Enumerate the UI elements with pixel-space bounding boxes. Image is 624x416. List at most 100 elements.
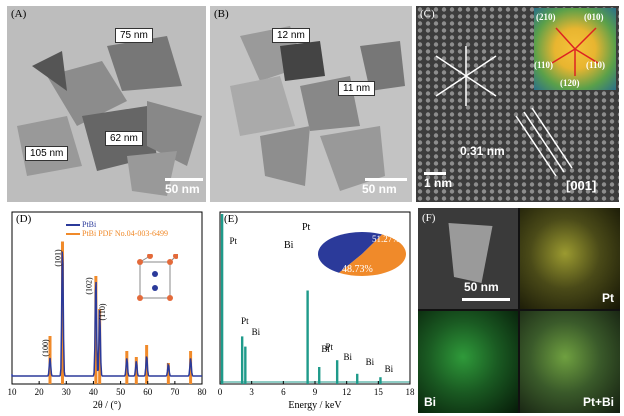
xrd-pdf-peak: [98, 309, 102, 384]
fft-label-110-left: (110): [534, 60, 553, 70]
pie-label-bi: Bi: [284, 240, 294, 251]
callout-105nm: 105 nm: [25, 146, 69, 161]
eds-peak: [244, 346, 247, 384]
eds-x-tick-label: 9: [313, 387, 318, 397]
xrd-pdf-peak: [134, 357, 138, 384]
eds-peak: [379, 377, 382, 384]
fft-label-210: (210): [536, 12, 556, 22]
panel-b-label: (B): [214, 8, 229, 20]
crystal-structure-icon: [134, 253, 179, 306]
pie-value-pt: 51.27%: [372, 234, 400, 244]
eds-peak: [356, 373, 359, 384]
xrd-legend-ptbi: PtBi: [82, 220, 97, 229]
panel-e-label: (E): [224, 213, 239, 225]
pie-slice: [317, 231, 382, 273]
xrd-x-tick-label: 20: [35, 387, 45, 397]
scale-bar-f: [462, 298, 510, 301]
scale-label-a: 50 nm: [165, 182, 200, 196]
map-label-pt-bi: Pt+Bi: [582, 395, 614, 409]
d-spacing-label: 0.31 nm: [460, 144, 505, 158]
xrd-legend-item-ptbi: PtBi: [66, 220, 168, 229]
tem-particles-b: [210, 6, 412, 202]
xrd-ptbi-line: [11, 251, 202, 377]
callout-11nm: 11 nm: [338, 81, 376, 96]
eds-peak-label: Pt: [241, 316, 249, 326]
xrd-peak-label: (100): [41, 339, 50, 357]
eds-peak-label: Bi: [366, 357, 375, 367]
xrd-x-tick-label: 60: [143, 387, 153, 397]
xrd-legend-pdf: PtBi PDF No.04-003-6499: [82, 229, 169, 238]
eds-peak: [306, 290, 309, 384]
fft-arrows: [551, 27, 599, 76]
zone-axis-label: [001]: [566, 178, 597, 193]
panel-d-xrd-chart: 10 20 30 40 50 60 70 80 2θ / (°) (100) (101) (102) (…: [4, 208, 210, 413]
xrd-legend: PtBi PtBi PDF No.04-003-6499: [66, 220, 168, 238]
eds-pie-chart: [317, 231, 406, 276]
xrd-peak-label: (110): [98, 303, 107, 320]
xrd-x-tick-label: 10: [8, 387, 18, 397]
panel-f-eds-mapping: 50 nm (F) Pt Bi Pt+Bi: [418, 208, 620, 413]
map-pt-bi: Pt+Bi: [520, 311, 620, 413]
xrd-legend-item-pdf: PtBi PDF No.04-003-6499: [66, 229, 168, 238]
eds-x-tick-label: 6: [281, 387, 286, 397]
xrd-peak-label: (102): [84, 277, 93, 295]
callout-62nm: 62 nm: [105, 131, 143, 146]
callout-12nm: 12 nm: [272, 28, 310, 43]
eds-x-tick-label: 3: [249, 387, 254, 397]
panel-a-label: (A): [11, 8, 27, 20]
xrd-x-tick-label: 30: [62, 387, 72, 397]
pie-slice: [338, 234, 406, 276]
scale-bar-c: [424, 172, 446, 175]
map-label-pt: Pt: [602, 291, 614, 305]
eds-peak-label: Pt: [326, 342, 334, 352]
scale-label-b: 50 nm: [362, 182, 397, 196]
pie-label-pt: Pt: [302, 222, 311, 233]
eds-x-tick-label: 18: [406, 387, 416, 397]
eds-peak-label: Pt: [230, 236, 238, 246]
scale-label-c: 1 nm: [424, 176, 453, 190]
panel-e-eds-chart: 0 3 6 9 12 15 18 Energy / keV Pt Pt Bi Bi Pt Bi Bi Bi (…: [212, 208, 416, 413]
scale-label-f: 50 nm: [464, 280, 499, 294]
eds-x-tick-label: 15: [374, 387, 384, 397]
xrd-x-tick-label: 40: [89, 387, 99, 397]
xrd-x-tick-label: 80: [198, 387, 208, 397]
xrd-axes-frame: [11, 211, 203, 385]
panel-d-label: (D): [16, 213, 32, 225]
xrd-pdf-peak: [60, 241, 64, 384]
xrd-x-axis-label: 2θ / (°): [93, 400, 121, 411]
xrd-x-tick-label: 50: [116, 387, 126, 397]
eds-pie-inset: Pt Bi 51.27% 48.73%: [284, 222, 412, 292]
haadf-particle: [448, 223, 493, 283]
eds-peak-label: Bi: [344, 352, 353, 362]
eds-peak: [220, 214, 224, 384]
xrd-x-tick-label: 70: [170, 387, 180, 397]
xrd-pdf-peak: [166, 363, 170, 384]
panel-f-label: (F): [422, 212, 436, 224]
fft-label-120: (120): [560, 78, 580, 88]
eds-peak-label: Bi: [321, 344, 330, 354]
fft-label-110-right: (110): [586, 60, 605, 70]
scale-bar-a: [165, 178, 203, 181]
xrd-pdf-peak: [94, 276, 98, 384]
map-bi: Bi: [418, 311, 518, 413]
eds-peak-label: Bi: [252, 327, 261, 337]
xrd-pdf-peak: [125, 351, 129, 384]
scale-bar-b: [365, 178, 407, 181]
panel-b-tem-image: (B) 12 nm 11 nm 50 nm: [210, 6, 412, 202]
eds-peak: [240, 336, 244, 384]
eds-x-axis-label: Energy / keV: [288, 400, 342, 411]
panel-c-hrtem-image: (210) (010) (110) (110) (120) (C) 0.31 n…: [416, 6, 619, 202]
eds-peak: [335, 360, 339, 384]
pie-value-bi: 48.73%: [342, 264, 373, 275]
xrd-plot: 10 20 30 40 50 60 70 80 2θ / (°) (100) (101) (102) (…: [8, 211, 208, 411]
eds-peak: [318, 367, 321, 384]
fft-label-010: (010): [584, 12, 604, 22]
eds-peak-label: Bi: [385, 364, 394, 374]
map-label-bi: Bi: [424, 395, 436, 409]
panel-a-tem-image: (A) 75 nm 62 nm 105 nm 50 nm: [7, 6, 206, 202]
panel-c-label: (C): [420, 8, 435, 20]
haadf-image: 50 nm (F): [418, 208, 518, 309]
tem-particles-a: [7, 6, 206, 202]
fft-inset: (210) (010) (110) (110) (120): [534, 8, 616, 90]
